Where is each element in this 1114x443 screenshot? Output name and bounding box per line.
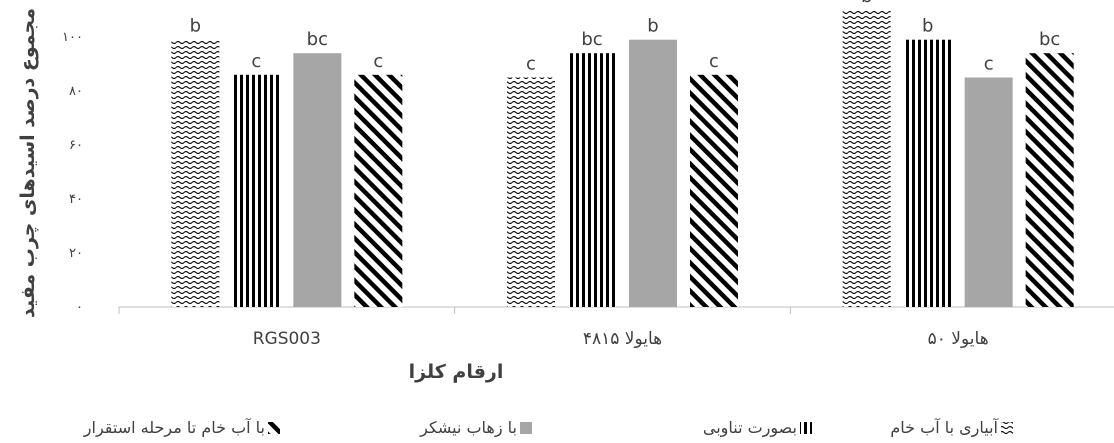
legend-label: با زهاب نیشکر xyxy=(419,418,517,438)
legend-swatch xyxy=(268,422,280,434)
bar xyxy=(507,77,555,307)
y-axis-title: مجموع درصد اسیدهای چرب مفید xyxy=(17,8,39,318)
bar xyxy=(629,39,677,307)
x-axis-title: ارقام کلزا xyxy=(409,361,504,383)
bar xyxy=(232,74,281,307)
y-tick-label: ۶۰ xyxy=(69,138,83,153)
bar-data-label: c xyxy=(984,54,994,75)
x-axis-category-ticks xyxy=(118,307,791,314)
bar xyxy=(842,10,891,307)
x-axis-category-labels: RGS003 هایولا ۴۸۱۵ هایولا ۵۰ xyxy=(253,329,989,349)
bar xyxy=(354,74,403,307)
bar-data-label: b xyxy=(190,16,201,37)
bar-data-label: c xyxy=(526,54,536,75)
bar-data-label: b xyxy=(647,16,658,37)
y-tick-label: ۱۰۰ xyxy=(62,30,83,45)
x-category-label: RGS003 xyxy=(253,329,321,349)
bar xyxy=(964,77,1013,307)
bar-data-label: bc xyxy=(307,29,328,50)
x-category-label: هایولا ۵۰ xyxy=(928,329,989,349)
bar xyxy=(293,53,342,308)
legend-label: بصورت تناوبی xyxy=(703,418,797,438)
y-tick-label: ۴۰ xyxy=(69,192,83,207)
legend: آبیاری با آب خام بصورت تناوبی با زهاب نیشک… xyxy=(83,418,1013,438)
bar-data-label: b xyxy=(861,0,872,7)
x-category-label: هایولا ۴۸۱۵ xyxy=(583,329,662,349)
bar-data-label: b xyxy=(922,16,933,37)
bar xyxy=(568,53,616,308)
bar xyxy=(690,74,738,307)
bars xyxy=(171,10,1074,308)
bar-labels: bcbcccbcbcbbcbc xyxy=(190,0,1061,75)
bar-data-label: c xyxy=(251,51,261,72)
legend-swatch xyxy=(800,422,812,434)
legend-swatch xyxy=(520,422,532,434)
bar-data-label: c xyxy=(373,51,383,72)
bar-data-label: bc xyxy=(581,29,602,50)
bar xyxy=(1025,53,1074,308)
bar xyxy=(903,39,952,307)
y-tick-label: ۸۰ xyxy=(69,84,83,99)
legend-label: با آب خام تا مرحله استقرار xyxy=(83,418,265,438)
y-tick-label: ۲۰ xyxy=(69,246,83,261)
legend-swatch xyxy=(1001,422,1013,434)
y-tick-label: ۰ xyxy=(76,300,83,315)
legend-label: آبیاری با آب خام xyxy=(890,418,999,438)
bar-data-label: c xyxy=(709,51,719,72)
bar xyxy=(171,39,220,307)
y-axis-ticks: ۰ ۲۰ ۴۰ ۶۰ ۸۰ ۱۰۰ xyxy=(62,30,83,315)
bar-data-label: bc xyxy=(1039,29,1060,50)
